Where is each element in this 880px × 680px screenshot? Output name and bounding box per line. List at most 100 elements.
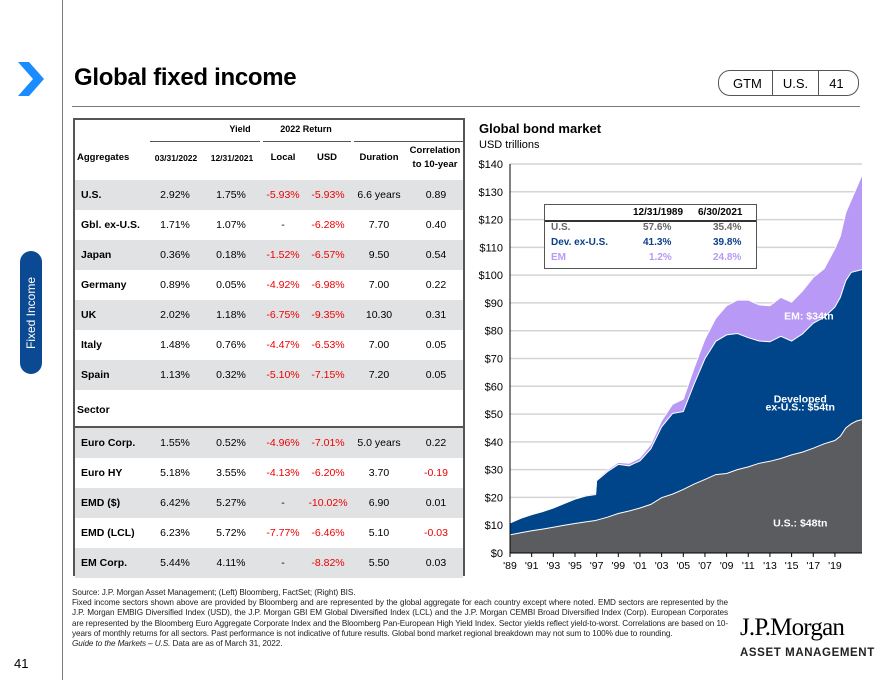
fixed-income-table: Yield 2022 Return Aggregates 03/31/2022 … bbox=[73, 118, 465, 578]
cell-y2: 0.32% bbox=[216, 369, 246, 381]
gtm-badge: GTM U.S. 41 bbox=[718, 70, 859, 96]
x-tick-label: '17 bbox=[806, 560, 820, 572]
x-tick-label: '95 bbox=[568, 560, 582, 572]
cell-y1: 1.48% bbox=[160, 339, 190, 351]
cell-corr: 0.89 bbox=[425, 189, 447, 201]
y-tick-label: $130 bbox=[479, 187, 503, 199]
x-tick-label: '15 bbox=[785, 560, 799, 572]
table-row: Euro Corp. 1.55% 0.52% -4.96% -7.01% 5.0 year… bbox=[75, 428, 463, 458]
x-tick-label: '99 bbox=[611, 560, 625, 572]
section-tab-label: Fixed Income bbox=[24, 276, 38, 349]
cell-y2: 1.07% bbox=[216, 219, 246, 231]
yield-group-rule bbox=[150, 141, 260, 142]
sector-section-label: Sector bbox=[77, 404, 110, 416]
asset-management-logo: ASSET MANAGEMENT bbox=[740, 647, 875, 659]
cell-local: -5.10% bbox=[266, 369, 300, 381]
inset-row-name: U.S. bbox=[551, 222, 571, 233]
table-row: Italy 1.48% 0.76% -4.47% -6.53% 7.00 0.05 bbox=[75, 330, 463, 360]
x-tick-label: '09 bbox=[720, 560, 734, 572]
cell-local: -5.93% bbox=[266, 189, 300, 201]
sector-section-label-row: Sector bbox=[75, 394, 463, 426]
cell-usd: -5.93% bbox=[311, 189, 345, 201]
cell-corr: 0.54 bbox=[425, 249, 447, 261]
global-bond-market-chart: $0 $10 $20 $30 $40 $50 $60 $70 $80 $90 $100 $110 $12… bbox=[479, 159, 863, 572]
cell-usd: -6.98% bbox=[311, 279, 345, 291]
cell-duration: 7.70 bbox=[368, 219, 390, 231]
cell-y1: 0.89% bbox=[160, 279, 190, 291]
table-row: Japan 0.36% 0.18% -1.52% -6.57% 9.50 0.54 bbox=[75, 240, 463, 270]
cell-duration: 6.90 bbox=[368, 497, 390, 509]
cell-usd: -9.35% bbox=[311, 309, 345, 321]
chart-subtitle: USD trillions bbox=[479, 139, 540, 151]
cell-y1: 5.44% bbox=[160, 557, 190, 569]
return-group-rule bbox=[263, 141, 351, 142]
cell-corr: 0.22 bbox=[425, 437, 447, 449]
cell-y2: 5.72% bbox=[216, 527, 246, 539]
cell-y2: 5.27% bbox=[216, 497, 246, 509]
table-row: Germany 0.89% 0.05% -4.92% -6.98% 7.00 0.22 bbox=[75, 270, 463, 300]
cell-corr: 0.31 bbox=[425, 309, 447, 321]
cell-duration: 5.50 bbox=[368, 557, 390, 569]
label-dev-ex-us-line2: ex-U.S.: $54tn bbox=[766, 401, 835, 413]
cell-local: -4.13% bbox=[266, 467, 300, 479]
table-row: Euro HY 5.18% 3.55% -4.13% -6.20% 3.70 -0.19 bbox=[75, 458, 463, 488]
col-header-correlation: Correlation to 10-year bbox=[405, 144, 465, 172]
col-header-correlation-line2: to 10-year bbox=[412, 159, 458, 170]
cell-duration: 3.70 bbox=[368, 467, 390, 479]
footnote-guide-title: Guide to the Markets – U.S. bbox=[72, 639, 171, 649]
row-name: Gbl. ex-U.S. bbox=[81, 219, 140, 231]
x-tick-label: '91 bbox=[525, 560, 539, 572]
cell-duration: 7.20 bbox=[368, 369, 390, 381]
cell-duration: 10.30 bbox=[365, 309, 393, 321]
inset-row-1989: 41.3% bbox=[643, 237, 672, 248]
cell-y1: 1.55% bbox=[160, 437, 190, 449]
row-name: EMD (LCL) bbox=[81, 527, 135, 539]
page-number: 41 bbox=[14, 656, 29, 671]
footnote-guide-date: Data are as of March 31, 2022. bbox=[170, 639, 283, 649]
cell-usd: -6.46% bbox=[311, 527, 345, 539]
page-title: Global fixed income bbox=[74, 64, 297, 91]
x-tick-label: '07 bbox=[698, 560, 712, 572]
left-divider bbox=[62, 0, 63, 680]
right-group-rule bbox=[354, 141, 465, 142]
cell-local: -6.75% bbox=[266, 309, 300, 321]
cell-y2: 0.18% bbox=[216, 249, 246, 261]
row-name: U.S. bbox=[81, 189, 102, 201]
cell-y1: 5.18% bbox=[160, 467, 190, 479]
col-header-duration: Duration bbox=[359, 152, 399, 163]
cell-y2: 1.75% bbox=[216, 189, 246, 201]
cell-corr: 0.05 bbox=[425, 339, 447, 351]
inset-share-table: 12/31/1989 6/30/2021 U.S. 57.6% 35.4% De… bbox=[544, 204, 757, 269]
cell-usd: -6.57% bbox=[311, 249, 345, 261]
footnote-source: Source: J.P. Morgan Asset Management; (L… bbox=[72, 588, 356, 597]
y-tick-label: $30 bbox=[485, 465, 503, 477]
y-tick-label: $20 bbox=[485, 492, 503, 504]
inset-row-us: U.S. 57.6% 35.4% bbox=[551, 222, 751, 236]
cell-duration: 5.0 years bbox=[357, 437, 401, 449]
cell-y1: 1.13% bbox=[160, 369, 190, 381]
title-divider bbox=[72, 106, 860, 107]
inset-row-1989: 57.6% bbox=[643, 222, 672, 233]
cell-usd: -7.01% bbox=[311, 437, 345, 449]
label-em: EM: $34tn bbox=[784, 311, 834, 323]
cell-y2: 4.11% bbox=[216, 557, 246, 569]
y-tick-label: $120 bbox=[479, 215, 503, 227]
section-tab[interactable]: Fixed Income bbox=[20, 251, 42, 374]
cell-y2: 3.55% bbox=[216, 467, 246, 479]
table-row: Spain 1.13% 0.32% -5.10% -7.15% 7.20 0.05 bbox=[75, 360, 463, 390]
cell-local: - bbox=[281, 219, 285, 231]
x-tick-label: '01 bbox=[633, 560, 647, 572]
cell-y1: 6.23% bbox=[160, 527, 190, 539]
label-dev-ex-us-line1: Developed bbox=[774, 394, 827, 406]
cell-y2: 1.18% bbox=[216, 309, 246, 321]
inset-header-1989: 12/31/1989 bbox=[633, 207, 684, 218]
table-header: Yield 2022 Return Aggregates 03/31/2022 … bbox=[75, 120, 465, 180]
inset-row-2021: 24.8% bbox=[713, 252, 742, 263]
cell-usd: -10.02% bbox=[308, 497, 348, 509]
table-row: EM Corp. 5.44% 4.11% - -8.82% 5.50 0.03 bbox=[75, 548, 463, 578]
inset-row-em: EM 1.2% 24.8% bbox=[551, 252, 751, 266]
cell-local: - bbox=[281, 497, 285, 509]
label-us: U.S.: $48tn bbox=[773, 517, 827, 529]
cell-usd: -6.28% bbox=[311, 219, 345, 231]
gtm-badge-region: U.S. bbox=[771, 71, 818, 95]
